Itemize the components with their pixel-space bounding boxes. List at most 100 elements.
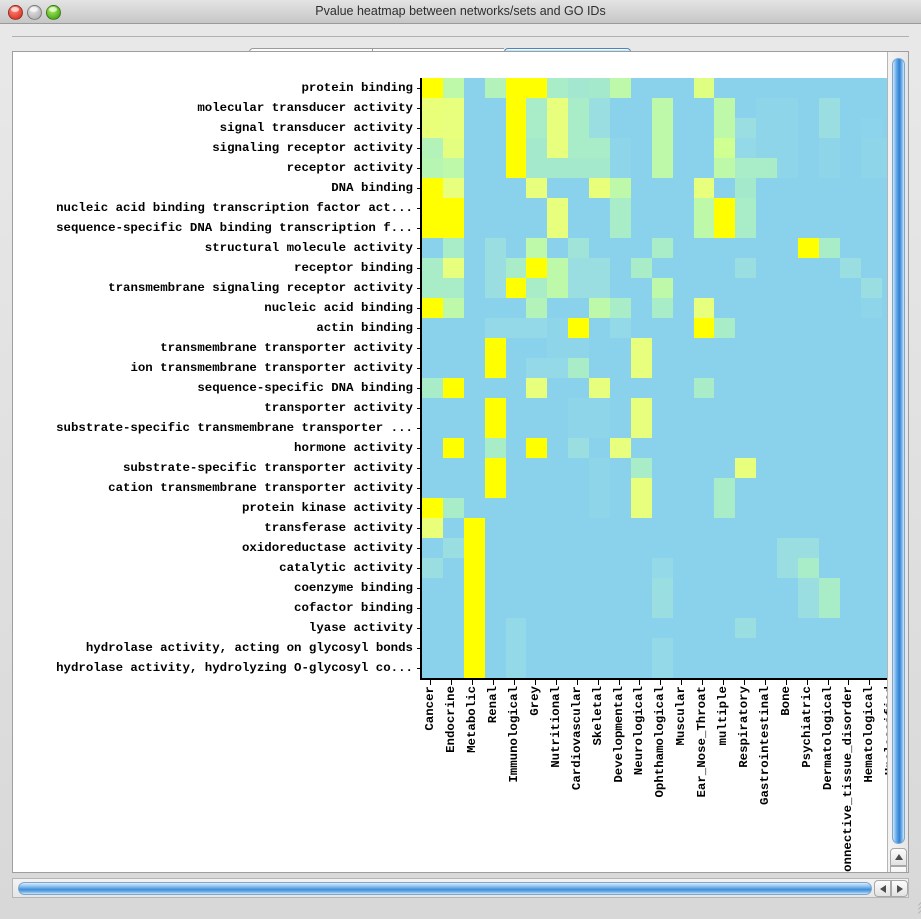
heatmap-cell[interactable]: [756, 478, 778, 498]
heatmap-cell[interactable]: [610, 618, 631, 638]
heatmap-cell[interactable]: [463, 258, 485, 278]
heatmap-cell[interactable]: [442, 318, 464, 338]
heatmap-cell[interactable]: [589, 398, 611, 418]
heatmap-cell[interactable]: [505, 598, 527, 618]
heatmap-cell[interactable]: [651, 518, 673, 538]
heatmap-cell[interactable]: [881, 118, 888, 138]
heatmap-cell[interactable]: [798, 278, 819, 298]
heatmap-cell[interactable]: [484, 558, 506, 578]
heatmap-cell[interactable]: [693, 158, 715, 178]
heatmap-cell[interactable]: [442, 238, 464, 258]
heatmap-cell[interactable]: [442, 178, 464, 198]
heatmap-cell[interactable]: [693, 318, 715, 338]
heatmap-cell[interactable]: [735, 438, 757, 458]
heatmap-cell[interactable]: [442, 138, 464, 158]
heatmap-cell[interactable]: [798, 178, 819, 198]
heatmap-cell[interactable]: [860, 558, 882, 578]
heatmap-cell[interactable]: [547, 618, 569, 638]
heatmap-cell[interactable]: [714, 558, 736, 578]
heatmap-cell[interactable]: [777, 198, 799, 218]
heatmap-cell[interactable]: [777, 338, 799, 358]
heatmap-cell[interactable]: [756, 278, 778, 298]
heatmap-cell[interactable]: [714, 438, 736, 458]
heatmap-cell[interactable]: [756, 378, 778, 398]
heatmap-cell[interactable]: [881, 458, 888, 478]
heatmap-cell[interactable]: [839, 578, 861, 598]
heatmap-cell[interactable]: [818, 358, 840, 378]
heatmap-cell[interactable]: [630, 418, 652, 438]
heatmap-cell[interactable]: [589, 78, 611, 98]
heatmap-cell[interactable]: [756, 498, 778, 518]
heatmap-cell[interactable]: [422, 558, 443, 578]
heatmap-cell[interactable]: [777, 418, 799, 438]
heatmap-cell[interactable]: [422, 478, 443, 498]
heatmap-cell[interactable]: [735, 658, 757, 678]
heatmap-cell[interactable]: [630, 658, 652, 678]
heatmap-cell[interactable]: [818, 478, 840, 498]
heatmap-cell[interactable]: [881, 198, 888, 218]
heatmap-cell[interactable]: [651, 178, 673, 198]
heatmap-cell[interactable]: [818, 618, 840, 638]
heatmap-cell[interactable]: [777, 598, 799, 618]
heatmap-cell[interactable]: [651, 458, 673, 478]
heatmap-cell[interactable]: [672, 458, 694, 478]
heatmap-cell[interactable]: [547, 358, 569, 378]
heatmap-cell[interactable]: [422, 338, 443, 358]
heatmap-cell[interactable]: [526, 378, 548, 398]
heatmap-cell[interactable]: [505, 398, 527, 418]
heatmap-cell[interactable]: [651, 218, 673, 238]
heatmap-cell[interactable]: [839, 178, 861, 198]
heatmap-cell[interactable]: [589, 318, 611, 338]
heatmap-cell[interactable]: [672, 358, 694, 378]
heatmap-cell[interactable]: [442, 518, 464, 538]
heatmap-cell[interactable]: [610, 438, 631, 458]
heatmap-cell[interactable]: [630, 198, 652, 218]
heatmap-cell[interactable]: [798, 578, 819, 598]
heatmap-cell[interactable]: [798, 318, 819, 338]
heatmap-cell[interactable]: [422, 158, 443, 178]
heatmap-cell[interactable]: [526, 318, 548, 338]
heatmap-cell[interactable]: [568, 238, 590, 258]
heatmap-cell[interactable]: [484, 138, 506, 158]
heatmap-cell[interactable]: [505, 478, 527, 498]
heatmap-cell[interactable]: [463, 658, 485, 678]
heatmap-cell[interactable]: [839, 438, 861, 458]
heatmap-cell[interactable]: [714, 518, 736, 538]
heatmap-cell[interactable]: [860, 438, 882, 458]
heatmap-cell[interactable]: [568, 358, 590, 378]
heatmap-cell[interactable]: [881, 398, 888, 418]
heatmap-cell[interactable]: [547, 578, 569, 598]
heatmap-cell[interactable]: [442, 638, 464, 658]
heatmap-cell[interactable]: [589, 98, 611, 118]
heatmap-cell[interactable]: [839, 98, 861, 118]
heatmap-cell[interactable]: [505, 358, 527, 378]
heatmap-cell[interactable]: [881, 378, 888, 398]
heatmap-cell[interactable]: [860, 398, 882, 418]
heatmap-cell[interactable]: [714, 118, 736, 138]
heatmap-cell[interactable]: [526, 238, 548, 258]
heatmap-cell[interactable]: [672, 378, 694, 398]
heatmap-cell[interactable]: [818, 198, 840, 218]
heatmap-cell[interactable]: [651, 138, 673, 158]
heatmap-cell[interactable]: [484, 578, 506, 598]
heatmap-cell[interactable]: [777, 458, 799, 478]
heatmap-cell[interactable]: [881, 478, 888, 498]
heatmap-cell[interactable]: [693, 278, 715, 298]
heatmap-cell[interactable]: [672, 478, 694, 498]
heatmap-cell[interactable]: [568, 198, 590, 218]
heatmap-cell[interactable]: [526, 598, 548, 618]
heatmap-cell[interactable]: [860, 218, 882, 238]
heatmap-cell[interactable]: [484, 78, 506, 98]
heatmap-cell[interactable]: [672, 138, 694, 158]
heatmap-cell[interactable]: [777, 438, 799, 458]
heatmap-cell[interactable]: [756, 118, 778, 138]
heatmap-cell[interactable]: [526, 398, 548, 418]
heatmap-cell[interactable]: [589, 338, 611, 358]
heatmap-cell[interactable]: [798, 538, 819, 558]
heatmap-cell[interactable]: [860, 518, 882, 538]
heatmap-cell[interactable]: [630, 178, 652, 198]
heatmap-cell[interactable]: [651, 618, 673, 638]
heatmap-cell[interactable]: [818, 578, 840, 598]
zoom-window-button[interactable]: [46, 5, 61, 20]
heatmap-cell[interactable]: [526, 478, 548, 498]
